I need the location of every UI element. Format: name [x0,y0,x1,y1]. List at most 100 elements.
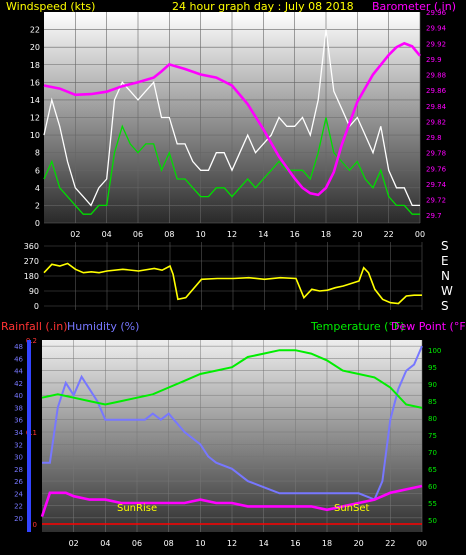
wind-tick-label: 10 [30,131,40,140]
compass-label: S [441,299,449,313]
barometer-tick-label: 29.74 [426,181,447,189]
temperature-tick-label: 75 [428,432,437,440]
humidity-tick-label: 42 [14,380,23,388]
wind-tick-label: 22 [30,26,40,35]
wind-tick-label: 12 [30,114,40,123]
barometer-tick-label: 29.88 [426,72,446,80]
direction-tick-label: 270 [24,257,39,266]
direction-tick-label: 360 [24,242,39,251]
rain-tick-label: 0.2 [26,337,37,345]
time-tick-label: 14 [259,539,269,548]
rain-tick-label: 0 [33,521,37,529]
barometer-tick-label: 29.72 [426,197,446,205]
temperature-tick-label: 65 [428,466,437,474]
humidity-tick-label: 38 [14,404,23,412]
compass-label: S [441,239,449,253]
wind-tick-label: 6 [35,166,40,175]
chart-title: 24 hour graph day : July 08 2018 [172,0,354,13]
time-tick-label: 12 [227,539,237,548]
time-tick-label: 00 [415,230,425,239]
sunset-annotation: SunSet [334,503,370,514]
barometer-tick-label: 29.96 [426,9,447,17]
time-tick-label: 20 [352,230,362,239]
time-tick-label: 04 [102,230,112,239]
rain-tick-label: 0.1 [26,429,37,437]
temperature-tick-label: 70 [428,449,437,457]
temperature-tick-label: 55 [428,500,437,508]
wind-tick-label: 0 [35,219,40,228]
humidity-tick-label: 22 [14,503,23,511]
time-tick-label: 08 [164,539,174,548]
dewpoint-axis-label: Dew Point (°F) [391,320,466,333]
time-tick-label: 22 [385,539,395,548]
temperature-tick-label: 95 [428,364,437,372]
time-tick-label: 10 [195,539,205,548]
humidity-tick-label: 20 [14,515,23,523]
humidity-series-line [42,345,423,501]
compass-label: N [441,269,450,283]
barometer-tick-label: 29.8 [426,134,442,142]
humidity-scale-bar [27,340,31,532]
barometer-axis-label: Barometer (.in) [372,0,456,13]
temperature-tick-label: 90 [428,381,437,389]
wind-tick-label: 16 [30,78,40,87]
barometer-tick-label: 29.82 [426,118,446,126]
temperature-tick-label: 100 [428,347,441,355]
rainfall-axis-label: Rainfall (.in) [1,320,68,333]
time-tick-label: 16 [290,539,300,548]
humidity-tick-label: 24 [14,490,23,498]
gust-series-line [43,29,420,207]
humidity-tick-label: 46 [14,355,23,363]
time-tick-label: 14 [258,230,268,239]
compass-label: W [441,284,453,298]
direction-tick-label: 180 [24,272,39,281]
temperature-tick-label: 85 [428,398,437,406]
time-tick-label: 00 [417,539,427,548]
humidity-tick-label: 32 [14,441,23,449]
humidity-tick-label: 48 [14,343,23,351]
temperature-series-line [41,349,423,409]
time-tick-label: 10 [196,230,206,239]
barometer-tick-label: 29.78 [426,150,446,158]
time-tick-label: 22 [384,230,394,239]
wind-tick-label: 20 [30,43,40,52]
humidity-tick-label: 26 [14,478,23,486]
wind-series-line [43,117,420,215]
time-tick-label: 08 [164,230,174,239]
direction-tick-label: 90 [29,287,39,296]
sunrise-annotation: SunRise [117,503,157,514]
temperature-tick-label: 50 [428,517,437,525]
wind-tick-label: 4 [35,184,40,193]
barometer-tick-label: 29.92 [426,40,446,48]
time-tick-label: 20 [354,539,364,548]
compass-label: E [441,254,449,268]
humidity-tick-label: 36 [14,417,23,425]
barometer-tick-label: 29.9 [426,56,442,64]
wind-tick-label: 2 [35,201,40,210]
time-tick-label: 12 [227,230,237,239]
wind-tick-label: 18 [30,61,40,70]
humidity-tick-label: 28 [14,466,23,474]
time-tick-label: 18 [321,230,331,239]
temperature-tick-label: 60 [428,483,437,491]
humidity-axis-label: Humidity (%) [67,320,139,333]
time-tick-label: 18 [322,539,332,548]
temperature-tick-label: 80 [428,415,437,423]
time-tick-label: 02 [69,539,79,548]
barometer-tick-label: 29.94 [426,25,447,33]
humidity-tick-label: 34 [14,429,23,437]
humidity-tick-label: 40 [14,392,23,400]
time-tick-label: 06 [133,230,143,239]
barometer-series-line [43,41,422,197]
time-tick-label: 02 [70,230,80,239]
wind-axis-label: Windspeed (kts) [6,0,95,13]
wind-tick-label: 8 [35,149,40,158]
temperature-axis-label: Temperature (°F) [310,320,405,333]
time-tick-label: 04 [100,539,110,548]
humidity-tick-label: 30 [14,454,23,462]
dewpoint-series-line [40,484,423,518]
humidity-tick-label: 44 [14,368,23,376]
direction-series-line [43,262,422,305]
barometer-tick-label: 29.76 [426,165,447,173]
